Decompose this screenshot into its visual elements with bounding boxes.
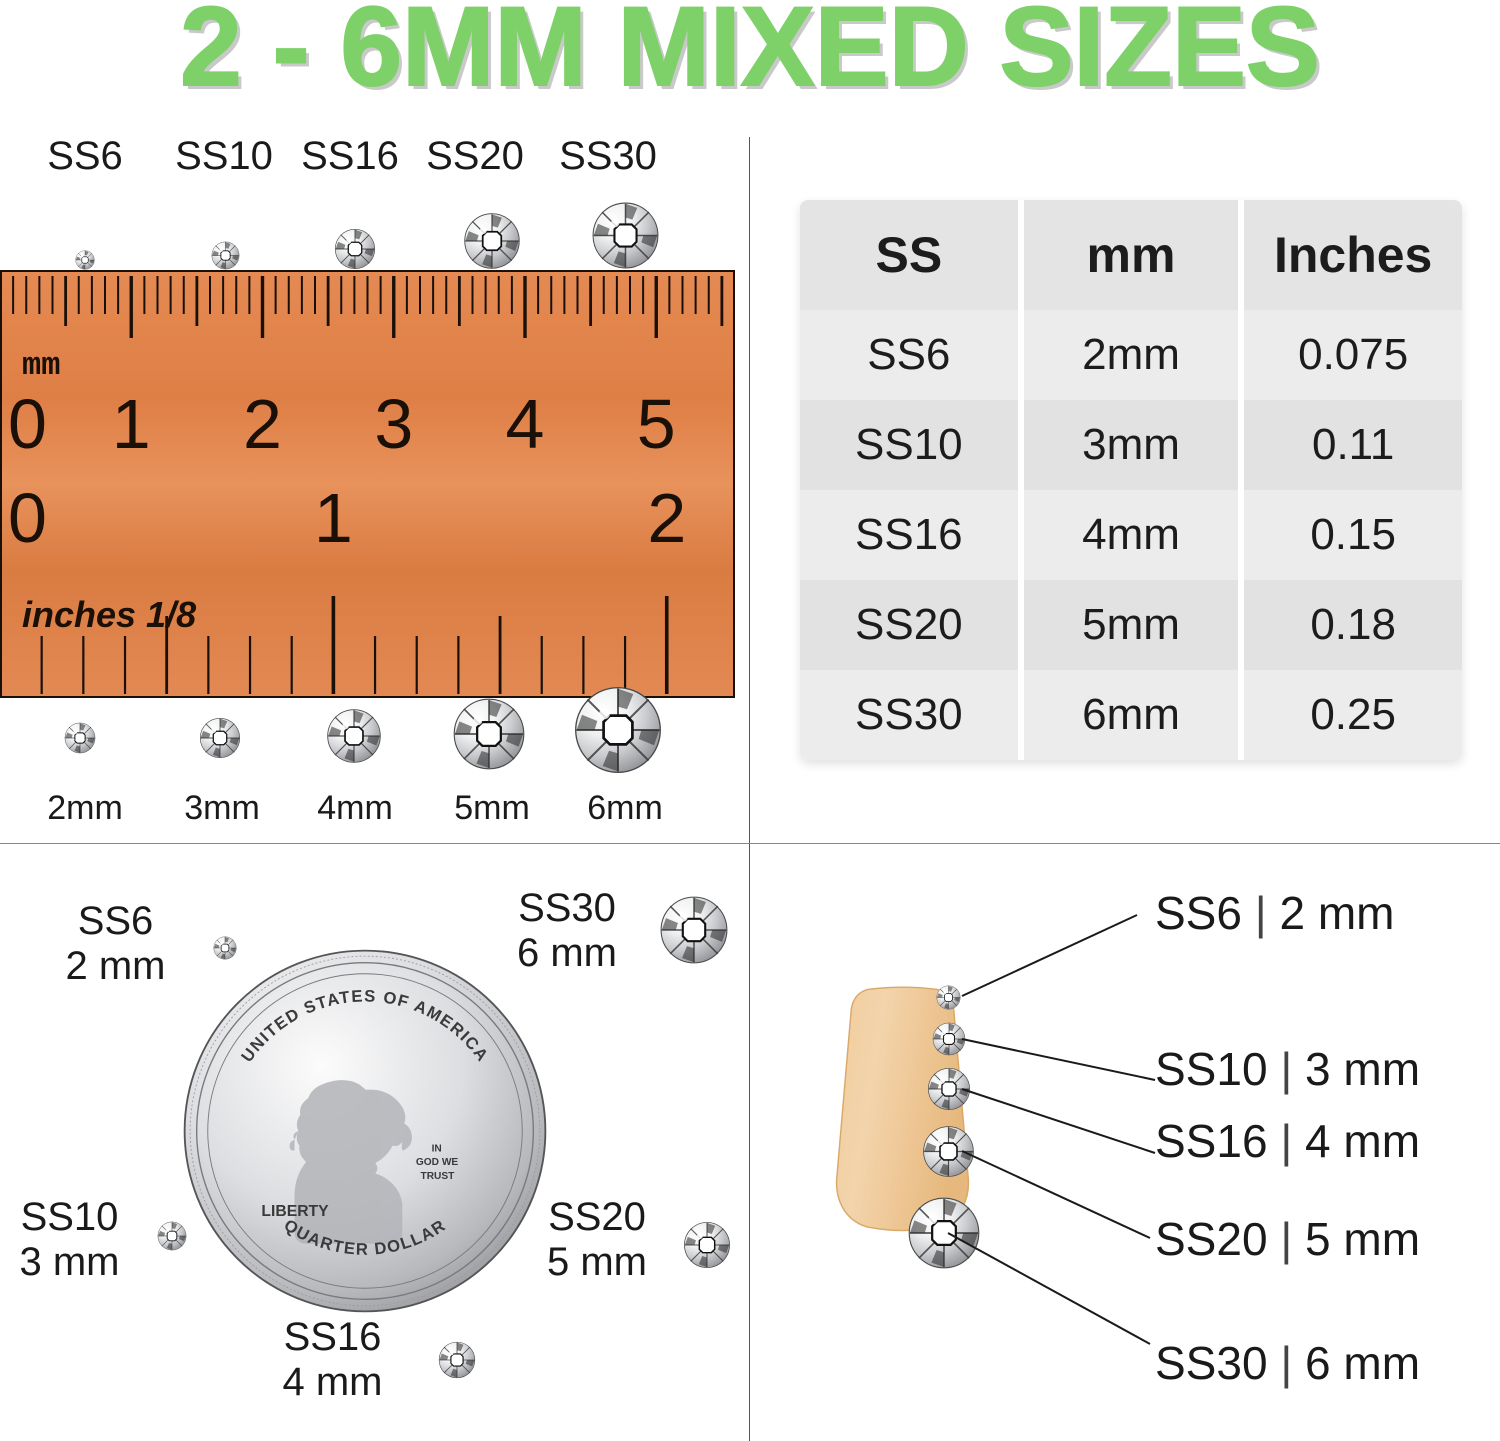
svg-text:2: 2 [647, 479, 686, 557]
svg-text:0: 0 [8, 385, 47, 463]
svg-text:GOD WE: GOD WE [416, 1157, 459, 1168]
svg-text:LIBERTY: LIBERTY [261, 1203, 329, 1220]
svg-text:1: 1 [112, 385, 151, 463]
svg-text:inches 1/8: inches 1/8 [22, 594, 196, 635]
svg-text:2: 2 [243, 385, 282, 463]
svg-text:1: 1 [314, 479, 353, 557]
svg-text:3: 3 [374, 385, 413, 463]
svg-text:5: 5 [637, 385, 676, 463]
svg-text:0: 0 [8, 479, 47, 557]
svg-text:mm: mm [22, 347, 60, 384]
svg-text:IN: IN [432, 1143, 442, 1154]
svg-text:TRUST: TRUST [421, 1171, 456, 1182]
svg-text:4: 4 [506, 385, 545, 463]
